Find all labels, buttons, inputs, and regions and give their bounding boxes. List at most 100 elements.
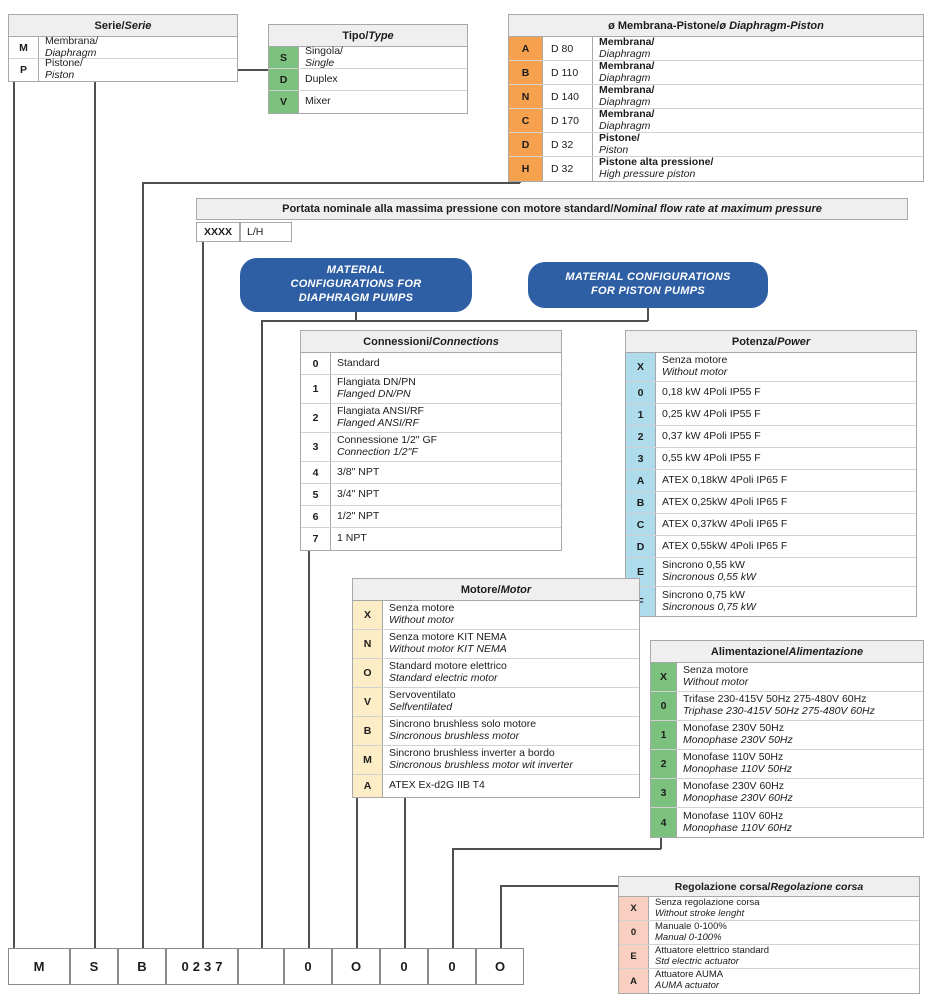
title-english: Motor <box>500 583 532 596</box>
desc-italian: Monofase 230V 50Hz <box>683 722 784 735</box>
desc-italian: Monofase 110V 60Hz <box>683 809 784 822</box>
model-code-cell-serie: M <box>8 948 70 985</box>
portata-header-bar: Portata nominale alla massima pressione … <box>196 198 908 220</box>
desc-italian: 0,37 kW 4Poli IP55 F <box>662 429 761 442</box>
desc-italian: Pistone/ <box>599 131 640 144</box>
code-cell: 1 <box>626 404 656 425</box>
table-row: B Sincrono brushless solo motore Sincrono… <box>353 717 639 746</box>
table-row: 4 Monofase 110V 60Hz Monophase 110V 60Hz <box>651 808 923 837</box>
table-row: D Duplex <box>269 69 467 91</box>
connector-line <box>452 848 661 850</box>
table-row: M Sincrono brushless inverter a bordo Sin… <box>353 746 639 775</box>
title-italian: Alimentazione/ <box>710 645 789 658</box>
title-italian: Regolazione corsa/ <box>674 880 771 893</box>
code-cell: 3 <box>626 448 656 469</box>
table-row: O Standard motore elettrico Standard elec… <box>353 659 639 688</box>
code-cell: X <box>353 601 383 629</box>
desc-italian: 1 NPT <box>337 532 367 545</box>
code-cell: A <box>509 37 543 60</box>
desc-italian: Attuatore AUMA <box>655 969 724 981</box>
desc-italian: Sincrono 0,55 kW <box>662 559 745 572</box>
table-row: C D 170 Membrana/Diaphragm <box>509 107 923 133</box>
table-row: E Sincrono 0,55 kW Sincronous 0,55 kW <box>626 558 916 587</box>
table-row: X Senza motore Without motor <box>353 601 639 630</box>
table-row: A D 80 Membrana/Diaphragm <box>509 36 923 61</box>
code-cell: V <box>353 688 383 716</box>
material-config-diaphragm-button[interactable]: MATERIAL CONFIGURATIONS FOR DIAPHRAGM PU… <box>240 258 472 312</box>
desc-italian: Standard motore elettrico <box>389 660 507 673</box>
desc-english: Without stroke lenght <box>655 907 745 919</box>
model-code-cell-portata: 0237 <box>166 948 238 985</box>
title-english: Connections <box>432 335 499 348</box>
model-code-cell-motore: O <box>332 948 380 985</box>
desc-italian: Pistone/ <box>45 57 83 70</box>
table-row: 3 Connessione 1/2" GF Connection 1/2"F <box>301 433 561 462</box>
table-row: D D 32 Pistone/Piston <box>509 131 923 157</box>
code-cell: 7 <box>301 528 331 550</box>
table-row: 2 0,37 kW 4Poli IP55 F <box>626 426 916 448</box>
code-cell: 5 <box>301 484 331 505</box>
table-row: X Senza motore Without motor <box>626 353 916 382</box>
table-row: 6 1/2" NPT <box>301 506 561 528</box>
table-title: ø Membrana-Pistone/ø Diaphragm-Piston <box>509 15 923 37</box>
code-cell: 2 <box>301 404 331 432</box>
regolazione-corsa-table: Regolazione corsa/Regolazione corsa X Se… <box>618 876 920 994</box>
table-row: P Pistone/ Piston <box>9 57 237 81</box>
table-row: 1 0,25 kW 4Poli IP55 F <box>626 404 916 426</box>
connector-line <box>202 242 204 948</box>
table-row: 7 1 NPT <box>301 528 561 550</box>
code-cell: N <box>509 85 543 108</box>
desc-english: Sincronous 0,55 kW <box>662 571 756 583</box>
desc-italian: Membrana/ <box>599 107 655 120</box>
desc-italian: Membrana/ <box>599 83 655 96</box>
connector-line <box>647 308 649 321</box>
desc-italian: ATEX 0,18kW 4Poli IP65 F <box>662 473 788 486</box>
connector-line <box>500 885 618 887</box>
code-cell: B <box>509 61 543 84</box>
connector-line <box>261 320 263 948</box>
desc-italian: Flangiata DN/PN <box>337 376 416 389</box>
connector-line <box>142 182 520 184</box>
table-title: Regolazione corsa/Regolazione corsa <box>619 877 919 897</box>
table-row: X Senza motore Without motor <box>651 663 923 692</box>
desc-italian: Senza motore <box>662 354 728 367</box>
code-cell: 3 <box>301 433 331 461</box>
connector-line <box>356 796 358 948</box>
model-code-cell-potenza: 0 <box>380 948 428 985</box>
desc-italian: Sincrono 0,75 kW <box>662 588 745 601</box>
desc-english: Sincronous brushless motor <box>389 730 520 742</box>
desc-italian: 0,55 kW 4Poli IP55 F <box>662 451 761 464</box>
desc-english: Monophase 110V 60Hz <box>683 821 792 834</box>
material-config-piston-button[interactable]: MATERIAL CONFIGURATIONS FOR PISTON PUMPS <box>528 262 768 308</box>
table-row: N Senza motore KIT NEMA Without motor KIT… <box>353 630 639 659</box>
code-cell: H <box>509 157 543 181</box>
desc-italian: Flangiata ANSI/RF <box>337 405 424 418</box>
title-english: Power <box>777 335 811 348</box>
code-cell: D <box>509 133 543 156</box>
table-row: 3 0,55 kW 4Poli IP55 F <box>626 448 916 470</box>
connector-line <box>261 320 648 322</box>
table-row: A Attuatore AUMA AUMA actuator <box>619 969 919 993</box>
diameter-cell: D 32 <box>543 157 593 181</box>
code-cell: E <box>619 945 649 968</box>
model-code-cell-alimentazione: 0 <box>428 948 476 985</box>
desc-italian: Membrana/ <box>599 59 655 72</box>
code-cell: 0 <box>619 921 649 944</box>
code-cell: 6 <box>301 506 331 527</box>
model-code-cell-materials: BB <box>238 948 284 985</box>
table-row: B ATEX 0,25kW 4Poli IP65 F <box>626 492 916 514</box>
desc-italian: Trifase 230-415V 50Hz 275-480V 60Hz <box>683 693 867 706</box>
code-cell: 4 <box>301 462 331 483</box>
desc-english: Sincronous 0,75 kW <box>662 600 756 613</box>
table-row: 0 Trifase 230-415V 50Hz 275-480V 60Hz Tri… <box>651 692 923 721</box>
code-cell: 1 <box>301 375 331 403</box>
desc-italian: ATEX 0,55kW 4Poli IP65 F <box>662 539 788 552</box>
table-row: 5 3/4" NPT <box>301 484 561 506</box>
table-row: X Senza regolazione corsa Without stroke … <box>619 897 919 921</box>
table-title: Alimentazione/Alimentazione <box>651 641 923 663</box>
code-cell: N <box>353 630 383 658</box>
table-row: 0 Manuale 0-100% Manual 0-100% <box>619 921 919 945</box>
desc-english: Without motor KIT NEMA <box>389 643 507 655</box>
tipo-table: Tipo/Type S Singola/Single D Duplex V Mi… <box>268 24 468 114</box>
